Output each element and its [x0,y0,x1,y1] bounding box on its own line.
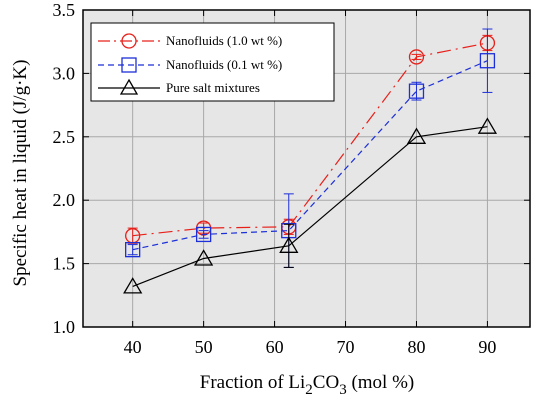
y-tick-label: 3.5 [53,0,76,20]
data-point [123,277,143,294]
legend-item-nanofluids-0-1: Nanofluids (0.1 wt %) [98,57,282,73]
x-tick-label: 40 [124,337,142,357]
data-point [193,249,214,266]
series-2 [123,117,498,294]
data-point [479,53,496,69]
legend-label-pure-salt: Pure salt mixtures [166,80,260,95]
legend-item-pure-salt: Pure salt mixtures [98,78,260,95]
y-tick-label: 2.5 [53,127,76,147]
legend-label-nanofluids-0-1: Nanofluids (0.1 wt %) [166,57,282,72]
x-axis-title-sub1: 2 [305,382,313,398]
x-axis-title-mid: CO [313,372,339,393]
legend-marker-triangle [119,78,139,95]
x-axis-title-prefix: Fraction of Li [200,372,306,393]
y-tick-label: 1.0 [53,317,76,337]
series-line [132,60,488,251]
x-axis-title-sub2: 3 [339,382,347,398]
x-tick-label: 80 [407,337,425,357]
data-point [408,83,425,99]
x-tick-label: 50 [195,337,213,357]
x-tick-label: 70 [337,337,355,357]
data-point [408,49,425,65]
legend-item-nanofluids-1-0: Nanofluids (1.0 wt %) [98,33,282,49]
y-tick-label: 1.5 [53,254,76,274]
series-1 [125,28,496,268]
legend-label-nanofluids-1-0: Nanofluids (1.0 wt %) [166,33,282,48]
data-point [125,242,141,258]
y-tick-label: 3.0 [53,63,76,83]
legend-marker-circle [121,33,137,49]
legend-marker-square [121,57,137,73]
y-tick-label: 2.0 [53,190,76,210]
x-axis-title-suffix: (mol %) [347,372,415,393]
data-point [195,226,212,243]
series-layer [123,28,498,294]
data-point [477,117,498,134]
data-point [406,127,427,144]
plot-frame [82,9,531,328]
axis-ticks: 1.0 1.5 2.0 2.5 3.0 3.5 40 50 60 70 80 90 [53,0,530,357]
legend: Nanofluids (1.0 wt %) Nanofluids (0.1 wt… [90,22,335,102]
data-point [279,236,299,253]
x-axis-title: Fraction of Li2CO3 (mol %) [200,372,414,398]
y-axis-title: Specific heat in liquid (J/g·K) [10,60,31,287]
x-tick-label: 60 [266,337,284,357]
x-tick-label: 90 [478,337,496,357]
